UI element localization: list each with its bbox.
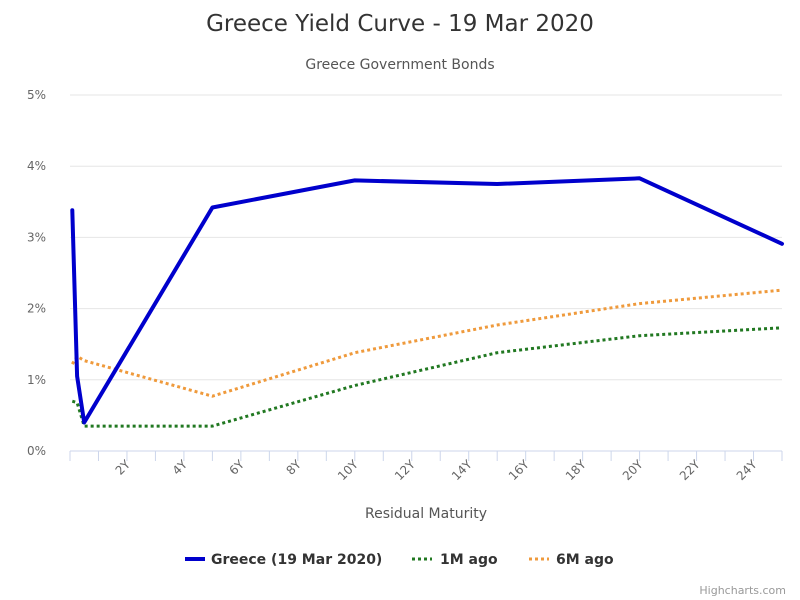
series-line-2[interactable] [71, 288, 783, 398]
x-axis [69, 451, 783, 461]
y-axis-labels: 0% 1% 2% 3% 4% 5% [27, 88, 46, 458]
y-tick-label: 3% [27, 230, 46, 244]
series-line-0[interactable] [70, 176, 784, 425]
series-lines [70, 176, 784, 428]
chart-title: Greece Yield Curve - 19 Mar 2020 [206, 11, 594, 37]
chart-subtitle: Greece Government Bonds [305, 57, 494, 73]
y-tick-label: 0% [27, 444, 46, 458]
y-tick-label: 1% [27, 373, 46, 387]
legend-label: Greece (19 Mar 2020) [211, 552, 382, 568]
legend-label: 6M ago [556, 552, 614, 568]
y-tick-label: 2% [27, 302, 46, 316]
series-line-1[interactable] [71, 326, 783, 428]
legend: Greece (19 Mar 2020) 1M ago 6M ago [185, 552, 614, 568]
legend-item-1[interactable]: 1M ago [412, 552, 498, 568]
legend-item-0[interactable]: Greece (19 Mar 2020) [185, 552, 382, 568]
y-tick-label: 5% [27, 88, 46, 102]
y-tick-label: 4% [27, 159, 46, 173]
legend-item-2[interactable]: 6M ago [529, 552, 614, 568]
x-axis-title: Residual Maturity [365, 506, 487, 522]
credits-link[interactable]: Highcharts.com [699, 584, 786, 597]
grid-lines [70, 94, 782, 452]
legend-label: 1M ago [440, 552, 498, 568]
